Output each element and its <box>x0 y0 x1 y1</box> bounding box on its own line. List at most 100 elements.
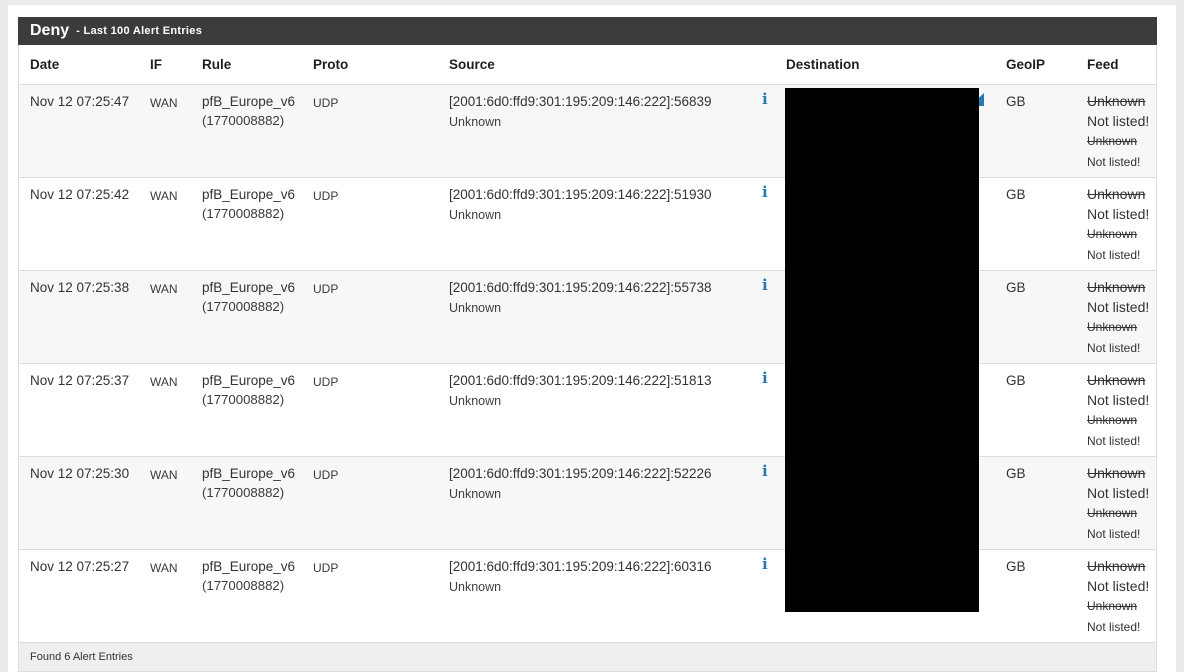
table-row: Nov 12 07:25:38 WAN pfB_Europe_v6 (17700… <box>19 271 1156 364</box>
alert-source: [2001:6d0:ffd9:301:195:209:146:222]:5222… <box>449 457 755 504</box>
feed-source-status: Not listed! <box>1087 113 1150 129</box>
alert-interface: WAN <box>150 282 178 296</box>
feed-dest-name: Unknown <box>1087 320 1138 334</box>
alert-geoip: GB <box>1006 187 1026 202</box>
feed-source-name: Unknown <box>1087 279 1146 295</box>
column-header-if: IF <box>150 57 162 72</box>
table-row: Nov 12 07:25:37 WAN pfB_Europe_v6 (17700… <box>19 364 1156 457</box>
source-hostname: Unknown <box>449 115 502 129</box>
source-address: [2001:6d0:ffd9:301:195:209:146:222]:6031… <box>449 559 712 574</box>
feed-dest-status: Not listed! <box>1087 620 1141 634</box>
source-address: [2001:6d0:ffd9:301:195:209:146:222]:5573… <box>449 280 712 295</box>
info-icon[interactable]: i <box>762 276 768 294</box>
feed-source-status: Not listed! <box>1087 578 1150 594</box>
source-info-cell: i <box>755 271 786 295</box>
alert-feed: Unknown Not listed! Unknown Not listed! <box>1087 85 1156 173</box>
source-hostname: Unknown <box>449 487 502 501</box>
feed-source-status: Not listed! <box>1087 485 1150 501</box>
table-row: Nov 12 07:25:47 WAN pfB_Europe_v6 (17700… <box>19 85 1156 178</box>
info-icon[interactable]: i <box>762 555 768 573</box>
alert-source: [2001:6d0:ffd9:301:195:209:146:222]:5181… <box>449 364 755 411</box>
feed-dest-name: Unknown <box>1087 134 1138 148</box>
source-address: [2001:6d0:ffd9:301:195:209:146:222]:5683… <box>449 94 712 109</box>
alert-interface: WAN <box>150 468 178 482</box>
alert-feed: Unknown Not listed! Unknown Not listed! <box>1087 457 1156 545</box>
rule-name: pfB_Europe_v6 <box>202 559 296 574</box>
source-info-cell: i <box>755 550 786 574</box>
alert-feed: Unknown Not listed! Unknown Not listed! <box>1087 550 1156 638</box>
feed-dest-name: Unknown <box>1087 413 1138 427</box>
column-header-date: Date <box>30 57 60 72</box>
alert-feed: Unknown Not listed! Unknown Not listed! <box>1087 271 1156 359</box>
info-icon[interactable]: i <box>762 462 768 480</box>
alert-geoip: GB <box>1006 373 1026 388</box>
panel-title: Deny <box>30 22 70 39</box>
feed-source-status: Not listed! <box>1087 206 1150 222</box>
alert-date: Nov 12 07:25:37 <box>30 373 130 388</box>
source-info-cell: i <box>755 457 786 481</box>
rule-name: pfB_Europe_v6 <box>202 187 296 202</box>
alert-interface: WAN <box>150 96 178 110</box>
source-address: [2001:6d0:ffd9:301:195:209:146:222]:5222… <box>449 466 712 481</box>
feed-dest-status: Not listed! <box>1087 248 1141 262</box>
alert-interface: WAN <box>150 189 178 203</box>
table-header-row: Date IF Rule Proto Source Destination Ge… <box>19 45 1156 85</box>
alert-source: [2001:6d0:ffd9:301:195:209:146:222]:5573… <box>449 271 755 318</box>
alert-date: Nov 12 07:25:38 <box>30 280 130 295</box>
feed-source-name: Unknown <box>1087 186 1146 202</box>
table-row: Nov 12 07:25:42 WAN pfB_Europe_v6 (17700… <box>19 178 1156 271</box>
alert-geoip: GB <box>1006 94 1026 109</box>
feed-source-name: Unknown <box>1087 465 1146 481</box>
source-hostname: Unknown <box>449 580 502 594</box>
feed-dest-status: Not listed! <box>1087 155 1141 169</box>
feed-source-status: Not listed! <box>1087 299 1150 315</box>
alert-geoip: GB <box>1006 559 1026 574</box>
alert-rule: pfB_Europe_v6 (1770008882) <box>202 550 313 595</box>
feed-dest-name: Unknown <box>1087 506 1138 520</box>
alert-geoip: GB <box>1006 466 1026 481</box>
alert-date: Nov 12 07:25:27 <box>30 559 130 574</box>
alert-rule: pfB_Europe_v6 (1770008882) <box>202 364 313 409</box>
alert-proto: UDP <box>313 375 339 389</box>
panel-subtitle: - Last 100 Alert Entries <box>76 25 203 37</box>
source-info-cell: i <box>755 364 786 388</box>
rule-id: (1770008882) <box>202 578 285 593</box>
column-header-geoip: GeoIP <box>1006 57 1046 72</box>
table-row: Nov 12 07:25:30 WAN pfB_Europe_v6 (17700… <box>19 457 1156 550</box>
rule-name: pfB_Europe_v6 <box>202 466 296 481</box>
source-info-cell: i <box>755 178 786 202</box>
alert-proto: UDP <box>313 282 339 296</box>
alert-interface: WAN <box>150 375 178 389</box>
column-header-proto: Proto <box>313 57 349 72</box>
feed-dest-status: Not listed! <box>1087 434 1141 448</box>
alert-proto: UDP <box>313 189 339 203</box>
alert-proto: UDP <box>313 468 339 482</box>
feed-dest-name: Unknown <box>1087 599 1138 613</box>
alert-feed: Unknown Not listed! Unknown Not listed! <box>1087 364 1156 452</box>
column-header-source: Source <box>449 57 495 72</box>
rule-id: (1770008882) <box>202 206 285 221</box>
feed-dest-name: Unknown <box>1087 227 1138 241</box>
rule-id: (1770008882) <box>202 485 285 500</box>
alert-interface: WAN <box>150 561 178 575</box>
info-icon[interactable]: i <box>762 183 768 201</box>
feed-source-name: Unknown <box>1087 558 1146 574</box>
source-address: [2001:6d0:ffd9:301:195:209:146:222]:5181… <box>449 373 712 388</box>
rule-name: pfB_Europe_v6 <box>202 94 296 109</box>
feed-dest-status: Not listed! <box>1087 341 1141 355</box>
redacted-destination-overlay <box>785 88 979 612</box>
feed-source-name: Unknown <box>1087 372 1146 388</box>
alert-source: [2001:6d0:ffd9:301:195:209:146:222]:5193… <box>449 178 755 225</box>
source-hostname: Unknown <box>449 394 502 408</box>
rule-id: (1770008882) <box>202 299 285 314</box>
column-header-rule: Rule <box>202 57 232 72</box>
feed-dest-status: Not listed! <box>1087 527 1141 541</box>
info-icon[interactable]: i <box>762 90 768 108</box>
alert-proto: UDP <box>313 561 339 575</box>
panel-heading: Deny - Last 100 Alert Entries <box>18 17 1157 45</box>
info-icon[interactable]: i <box>762 369 768 387</box>
table-row: Nov 12 07:25:27 WAN pfB_Europe_v6 (17700… <box>19 550 1156 643</box>
feed-source-status: Not listed! <box>1087 392 1150 408</box>
feed-source-name: Unknown <box>1087 93 1146 109</box>
alert-rule: pfB_Europe_v6 (1770008882) <box>202 457 313 502</box>
